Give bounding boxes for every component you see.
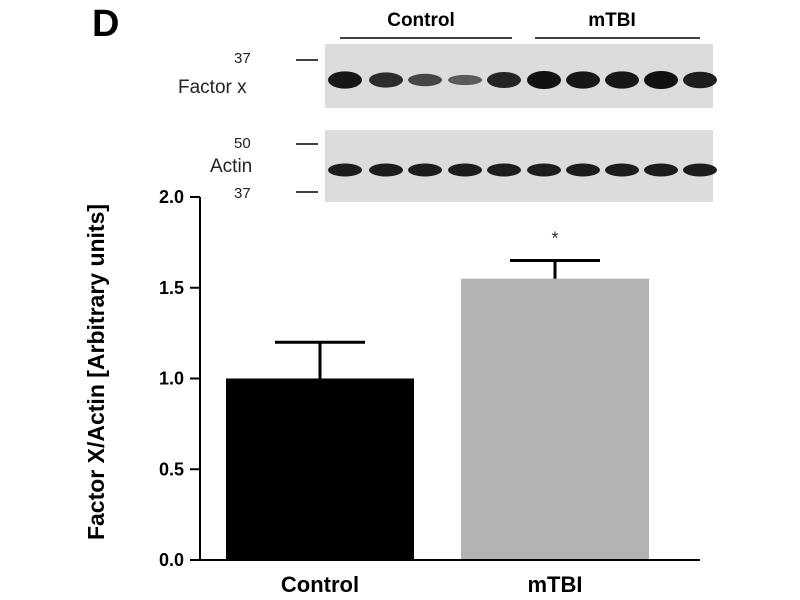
actin-band	[644, 163, 678, 177]
factor-x-band	[369, 72, 403, 88]
actin-band	[408, 163, 442, 177]
factor-x-band	[448, 74, 482, 86]
panel-letter: D	[92, 3, 119, 45]
bar-chart: Factor X/Actin [Arbitrary units] 0.0 0.5 1…	[83, 187, 700, 597]
actin-band	[487, 163, 521, 177]
actin-band	[683, 163, 717, 177]
y-axis-ticks: 0.0 0.5 1.0 1.5 2.0	[159, 187, 200, 570]
blot-group-label-mtbi: mTBI	[588, 10, 636, 31]
factor-x-band	[605, 71, 639, 89]
bar-mtbi	[461, 278, 649, 560]
factor-x-blot-label: Factor x	[178, 77, 247, 98]
factor-x-band	[527, 71, 561, 89]
y-tick-label: 0.5	[159, 459, 184, 479]
factor-x-band	[644, 71, 678, 89]
y-axis-title: Factor X/Actin [Arbitrary units]	[83, 204, 109, 540]
y-tick-label: 1.0	[159, 369, 184, 389]
factor-x-band	[328, 71, 362, 89]
blot-group-label-control: Control	[387, 10, 455, 31]
actin-band	[605, 163, 639, 177]
factor-x-marker-37: 37	[234, 50, 251, 67]
actin-blot-label: Actin	[210, 156, 252, 177]
factor-x-band	[408, 73, 442, 87]
factor-x-band	[566, 71, 600, 89]
x-tick-label-control: Control	[281, 572, 359, 597]
actin-marker-50: 50	[234, 135, 251, 152]
y-tick-label: 1.5	[159, 278, 184, 298]
factor-x-bands	[328, 71, 717, 89]
factor-x-band	[487, 72, 521, 88]
actin-band	[328, 163, 362, 177]
y-tick-label: 0.0	[159, 550, 184, 570]
actin-band	[448, 163, 482, 177]
actin-band	[566, 163, 600, 177]
actin-band	[527, 163, 561, 177]
significance-marker: *	[551, 229, 558, 249]
x-tick-label-mtbi: mTBI	[528, 572, 583, 597]
x-axis-labels: Control mTBI	[281, 572, 583, 597]
bars: *	[226, 229, 649, 560]
actin-band	[369, 163, 403, 177]
factor-x-band	[683, 71, 717, 89]
y-tick-label: 2.0	[159, 187, 184, 207]
actin-marker-37: 37	[234, 185, 251, 202]
actin-bands	[328, 163, 717, 177]
bar-control	[226, 378, 414, 560]
